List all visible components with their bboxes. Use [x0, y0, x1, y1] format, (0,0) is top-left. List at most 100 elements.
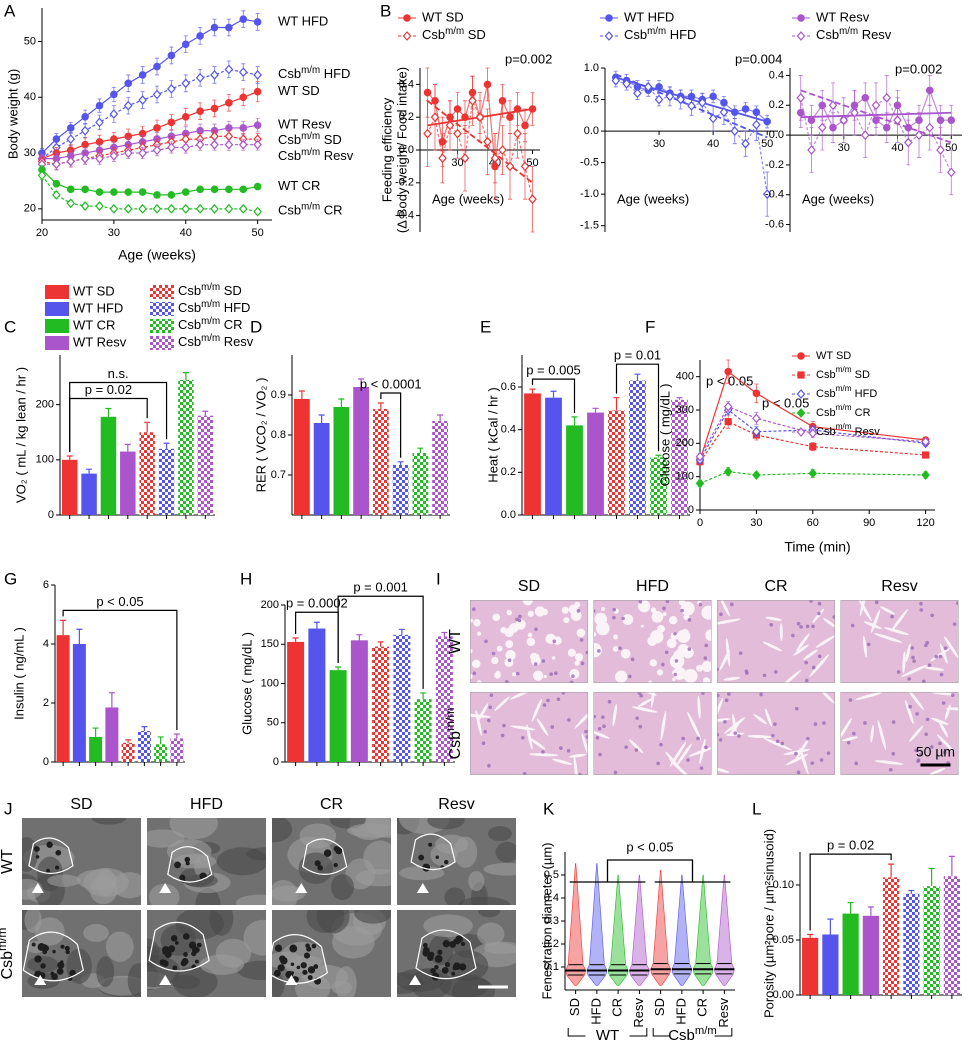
nucleus — [487, 764, 491, 768]
sinusoid — [574, 706, 588, 729]
nucleus — [687, 647, 692, 651]
nucleus — [624, 745, 628, 749]
y-tick-label: -0.6 — [765, 218, 784, 230]
text-part: m/m — [836, 384, 852, 393]
shade — [483, 941, 516, 954]
fenestra — [430, 968, 436, 974]
legend-label: Csbm/m SD — [422, 26, 486, 43]
nucleus — [925, 640, 930, 645]
nucleus — [733, 731, 738, 736]
annotation: p=0.002 — [895, 61, 942, 76]
shade — [22, 837, 38, 872]
panel-label: G — [4, 569, 17, 588]
vacuole — [561, 606, 569, 614]
vacuole — [683, 669, 698, 683]
legend-label: Csbm/m Resv — [178, 333, 254, 350]
error-bar — [356, 634, 363, 641]
fenestra — [172, 965, 178, 971]
nucleus — [925, 717, 930, 722]
vacuole — [491, 656, 499, 665]
row-label: WT — [0, 849, 16, 874]
data-point — [37, 170, 47, 181]
fenestra — [33, 846, 40, 852]
data-point — [210, 139, 219, 150]
data-point — [109, 150, 119, 161]
vacuole — [570, 610, 582, 621]
x-tick-label: 60 — [807, 517, 819, 529]
y-tick-label: 100 — [36, 454, 54, 466]
sinusoid — [747, 734, 773, 739]
data-point — [936, 116, 945, 124]
legend-label: Csbm/m Resv — [816, 26, 892, 43]
data-point — [839, 115, 849, 126]
data-point — [253, 206, 262, 217]
sieve-plate-outline — [22, 931, 84, 982]
sinusoid — [628, 739, 644, 754]
sinusoid — [905, 643, 911, 662]
bar — [883, 877, 900, 995]
sinusoid — [936, 734, 956, 754]
y-tick-label: 0.5 — [584, 93, 599, 105]
sinusoid — [719, 650, 730, 671]
y-tick-label: 0 — [48, 509, 54, 521]
sinusoid — [529, 737, 546, 750]
data-point — [498, 145, 507, 155]
nucleus — [817, 601, 822, 606]
sinusoid — [803, 649, 818, 660]
vacuole — [533, 670, 544, 681]
vacuole — [620, 648, 631, 659]
y-axis-label: Body weight (g) — [5, 69, 20, 159]
data-point — [708, 113, 718, 124]
nucleus — [817, 654, 822, 659]
y-tick-label: 0.0 — [769, 129, 784, 141]
data-point — [95, 153, 104, 164]
nucleus — [718, 738, 723, 742]
data-point — [110, 188, 118, 196]
shade — [272, 972, 285, 997]
fenestra — [182, 933, 190, 940]
nucleus — [938, 654, 943, 659]
error-bar — [441, 631, 448, 637]
data-point — [643, 82, 653, 92]
sinusoid — [470, 713, 491, 718]
column-label: CR — [764, 578, 787, 595]
pointer — [409, 975, 422, 985]
series-label: WT SD — [278, 83, 320, 98]
data-point — [210, 23, 219, 32]
data-point — [238, 67, 248, 78]
micrograph — [272, 910, 391, 997]
legend-label: WT HFD — [73, 300, 123, 315]
bar — [333, 407, 350, 515]
sinusoid — [699, 738, 706, 765]
nucleus — [500, 733, 505, 738]
fenestra — [451, 971, 456, 976]
y-tick-label: 40 — [24, 91, 36, 103]
nucleus — [584, 729, 588, 734]
nucleus — [717, 693, 720, 698]
data-point — [81, 185, 89, 194]
vacuole — [649, 659, 657, 667]
data-point — [655, 83, 663, 91]
text-part: Csb — [668, 1027, 695, 1044]
shade — [446, 950, 489, 982]
nucleus — [521, 735, 525, 740]
data-point — [239, 93, 248, 102]
sinusoid — [924, 666, 945, 671]
x-tick-label: 120 — [916, 517, 934, 529]
fenestra — [174, 861, 181, 869]
data-point — [152, 203, 162, 214]
data-point — [167, 203, 176, 214]
data-point — [861, 94, 870, 102]
legend-marker — [403, 14, 411, 22]
sinusoid — [840, 717, 852, 741]
vacuole — [505, 640, 514, 649]
bar — [923, 886, 940, 995]
row-label: WT — [447, 629, 464, 654]
shade — [235, 894, 266, 905]
sinusoid — [697, 695, 701, 719]
bar — [372, 646, 390, 762]
vacuole — [473, 618, 481, 627]
sieve-plate-outline — [410, 833, 456, 871]
data-point — [210, 104, 219, 113]
